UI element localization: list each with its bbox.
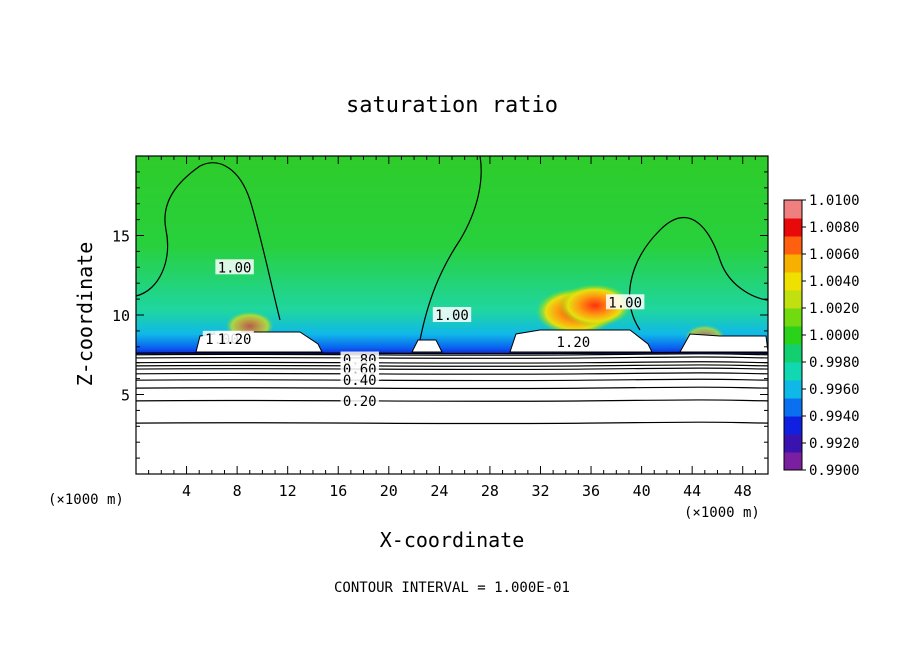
contour-label-1: 1.20 xyxy=(218,332,252,348)
contour-label-5: 1.20 xyxy=(556,335,590,351)
contour-label-9: 0.20 xyxy=(343,394,377,410)
colorbar-segment-0 xyxy=(784,452,802,471)
colorbar-segment-8 xyxy=(784,308,802,327)
contour-label-8: 0.40 xyxy=(343,373,377,389)
x-unit-left: (×1000 m) xyxy=(48,492,124,508)
x-tick-label-20: 20 xyxy=(380,482,398,500)
colorbar-segment-7 xyxy=(784,326,802,345)
x-tick-label-44: 44 xyxy=(683,482,701,500)
cloud-cap-small xyxy=(411,339,443,353)
contour-1.00-mid xyxy=(419,156,482,341)
contour-level-3 xyxy=(136,378,768,382)
cloud-cap-far-right xyxy=(679,333,768,353)
x-tick-label-12: 12 xyxy=(279,482,297,500)
x-tick-label-32: 32 xyxy=(531,482,549,500)
colorbar-label-7: 0.9960 xyxy=(809,382,860,398)
contour-level-4 xyxy=(136,372,768,375)
contour-1.00-right xyxy=(629,217,768,331)
x-tick-label-8: 8 xyxy=(233,482,242,500)
contour-label-bg-4 xyxy=(605,294,645,310)
colorbar-segment-6 xyxy=(784,344,802,363)
y-tick-label-10: 10 xyxy=(112,307,130,325)
y-tick-label-15: 15 xyxy=(112,228,130,246)
colorbar-segment-14 xyxy=(784,200,802,219)
y-tick-label-5: 5 xyxy=(121,387,130,405)
contour-level-9 xyxy=(136,353,768,356)
contour-level-2 xyxy=(136,386,768,390)
x-tick-label-24: 24 xyxy=(430,482,448,500)
contour-level-5 xyxy=(136,367,768,371)
contour-label-bg-3 xyxy=(432,307,472,322)
subsaturated-layer xyxy=(136,354,768,474)
x-tick-label-16: 16 xyxy=(329,482,347,500)
colorbar-segment-2 xyxy=(784,416,802,435)
contour-labels: 1.001.201.001.001.001.200.800.600.400.20 xyxy=(202,259,645,410)
contour-label-3: 1.00 xyxy=(435,308,469,324)
contour-level-7 xyxy=(136,361,768,364)
contour-label-bg-9 xyxy=(340,392,379,408)
colorbar-segment-10 xyxy=(784,272,802,291)
x-unit-right: (×1000 m) xyxy=(684,505,760,521)
x-tick-label-36: 36 xyxy=(582,482,600,500)
contour-label-bg-2 xyxy=(215,259,254,275)
chart-title: saturation ratio xyxy=(346,93,558,118)
colorbar-label-3: 1.0040 xyxy=(809,274,860,290)
contour-label-bg-1 xyxy=(215,330,254,346)
colorbar-segment-1 xyxy=(784,434,802,453)
contour-label-bg-8 xyxy=(340,372,379,388)
contour-interval-note: CONTOUR INTERVAL = 1.000E-01 xyxy=(334,580,570,596)
colorbar-segment-12 xyxy=(784,236,802,255)
colorbar-segment-3 xyxy=(784,398,802,417)
contour-level-1 xyxy=(136,399,768,402)
colorbar-label-0: 1.0100 xyxy=(809,193,860,209)
colorbar-segment-4 xyxy=(784,380,802,399)
x-tick-label-40: 40 xyxy=(633,482,651,500)
x-tick-label-4: 4 xyxy=(182,482,191,500)
colorbar-label-6: 0.9980 xyxy=(809,355,860,371)
colorbar-label-9: 0.9920 xyxy=(809,436,860,452)
x-axis-label: X-coordinate xyxy=(380,528,525,552)
colorbar-segment-11 xyxy=(784,254,802,273)
x-tick-label-48: 48 xyxy=(734,482,752,500)
x-axis: 4 8 12 16 20 24 28 32 36 40 44 48 xyxy=(148,156,756,500)
contour-lines xyxy=(136,351,768,425)
contour-level-0 xyxy=(136,421,768,425)
colorbar-segment-5 xyxy=(784,362,802,381)
colorbar-label-10: 0.9900 xyxy=(809,463,860,479)
colorbar-segment-13 xyxy=(784,218,802,237)
x-tick-label-28: 28 xyxy=(481,482,499,500)
colorbar-label-4: 1.0020 xyxy=(809,301,860,317)
y-axis: 5 10 15 xyxy=(112,171,768,459)
contour-level-10 xyxy=(136,351,768,355)
contour-1.00-left xyxy=(136,162,281,321)
contour-label-4: 1.00 xyxy=(608,295,642,311)
contour-label-2: 1.00 xyxy=(218,260,252,276)
colorbar-label-8: 0.9940 xyxy=(809,409,860,425)
y-axis-label: Z-coordinate xyxy=(73,242,97,387)
contour-level-6 xyxy=(136,364,768,367)
contour-level-8 xyxy=(136,356,768,359)
colorbar-label-1: 1.0080 xyxy=(809,220,860,236)
colorbar-segment-9 xyxy=(784,290,802,309)
colorbar-label-5: 1.0000 xyxy=(809,328,860,344)
contour-label-bg-5 xyxy=(554,334,593,350)
colorbar: 1.0100 1.0080 1.0060 1.0040 1.0020 1.0000 0.99… xyxy=(783,193,860,479)
plot-area xyxy=(136,156,768,474)
colorbar-label-2: 1.0060 xyxy=(809,247,860,263)
